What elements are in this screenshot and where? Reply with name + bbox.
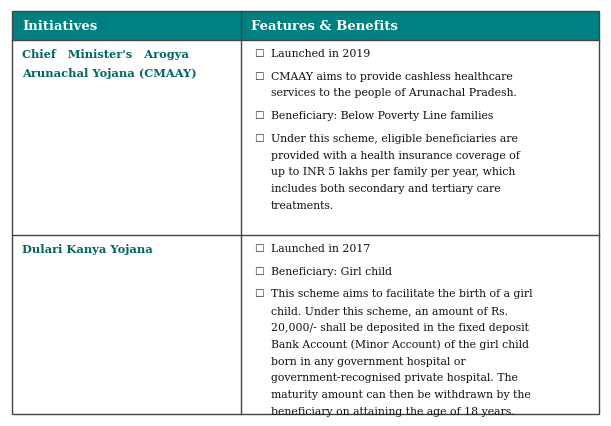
Text: up to INR 5 lakhs per family per year, which: up to INR 5 lakhs per family per year, w…: [271, 167, 515, 177]
Text: Chief   Minister's   Arogya: Chief Minister's Arogya: [22, 49, 189, 60]
Text: □: □: [254, 289, 263, 298]
Bar: [12, 12, 599, 41]
Text: 20,000/- shall be deposited in the fixed deposit: 20,000/- shall be deposited in the fixed…: [271, 322, 529, 332]
Text: provided with a health insurance coverage of: provided with a health insurance coverag…: [271, 150, 520, 160]
Text: maturity amount can then be withdrawn by the: maturity amount can then be withdrawn by…: [271, 389, 531, 399]
Text: Arunachal Yojana (CMAAY): Arunachal Yojana (CMAAY): [22, 68, 197, 79]
Text: Launched in 2019: Launched in 2019: [271, 49, 370, 59]
Text: Initiatives: Initiatives: [22, 20, 97, 33]
Text: □: □: [254, 72, 263, 81]
Text: services to the people of Arunachal Pradesh.: services to the people of Arunachal Prad…: [271, 88, 517, 98]
Text: beneficiary on attaining the age of 18 years.: beneficiary on attaining the age of 18 y…: [271, 406, 514, 416]
Text: Beneficiary: Girl child: Beneficiary: Girl child: [271, 266, 392, 276]
Text: □: □: [254, 111, 263, 120]
Text: This scheme aims to facilitate the birth of a girl: This scheme aims to facilitate the birth…: [271, 289, 533, 299]
Text: Features & Benefits: Features & Benefits: [251, 20, 398, 33]
Text: Under this scheme, eligible beneficiaries are: Under this scheme, eligible beneficiarie…: [271, 133, 518, 144]
Text: □: □: [254, 133, 263, 143]
Text: Dulari Kanya Yojana: Dulari Kanya Yojana: [22, 243, 153, 254]
Bar: [12, 236, 599, 414]
Text: Bank Account (Minor Account) of the girl child: Bank Account (Minor Account) of the girl…: [271, 339, 529, 349]
Text: Launched in 2017: Launched in 2017: [271, 243, 370, 253]
Text: Beneficiary: Below Poverty Line families: Beneficiary: Below Poverty Line families: [271, 111, 493, 121]
Text: government-recognised private hospital. The: government-recognised private hospital. …: [271, 372, 518, 383]
Text: □: □: [254, 266, 263, 275]
Text: treatments.: treatments.: [271, 201, 334, 210]
Bar: [12, 41, 599, 236]
Text: □: □: [254, 49, 263, 58]
Text: includes both secondary and tertiary care: includes both secondary and tertiary car…: [271, 184, 500, 194]
Text: child. Under this scheme, an amount of Rs.: child. Under this scheme, an amount of R…: [271, 305, 508, 315]
Text: born in any government hospital or: born in any government hospital or: [271, 356, 466, 366]
Text: CMAAY aims to provide cashless healthcare: CMAAY aims to provide cashless healthcar…: [271, 72, 513, 81]
Text: □: □: [254, 243, 263, 253]
